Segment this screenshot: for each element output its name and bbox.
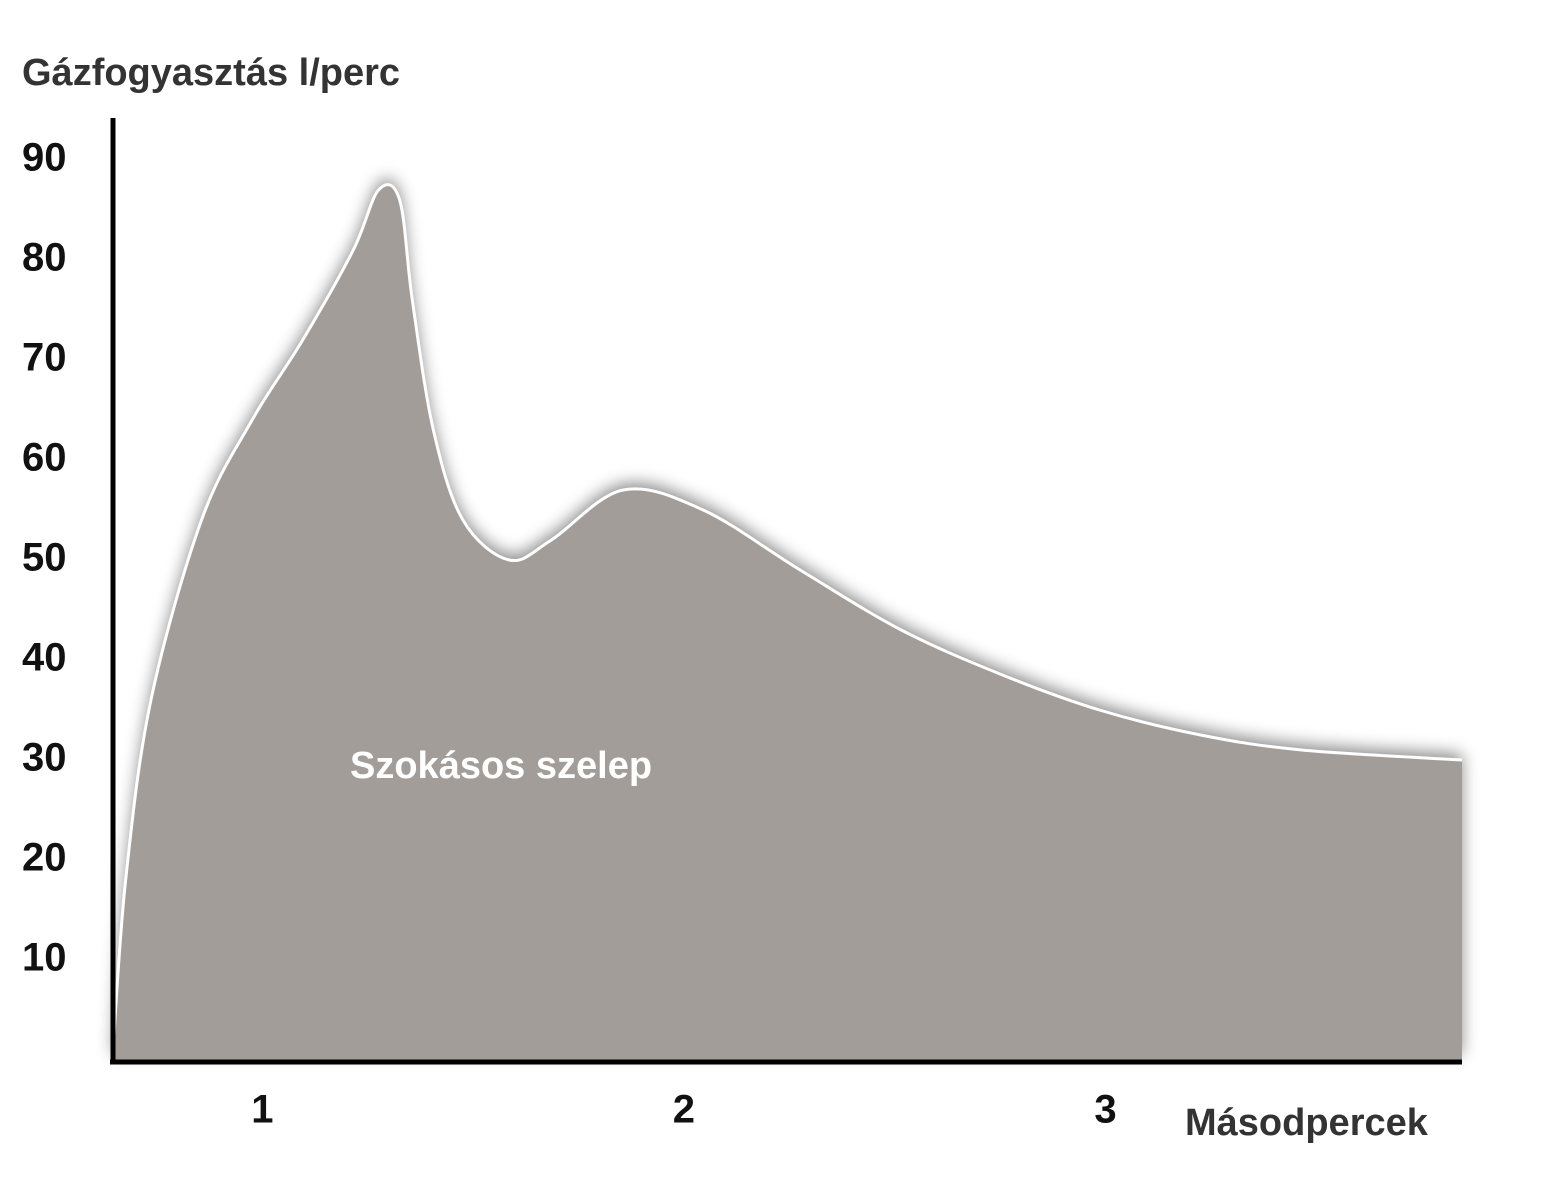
y-tick-label: 40 <box>22 636 67 680</box>
y-tick-label: 20 <box>22 836 67 880</box>
y-tick-label: 10 <box>22 936 67 980</box>
y-tick-label: 80 <box>22 236 67 280</box>
y-tick-label: 30 <box>22 736 67 780</box>
x-axis-label: Másodpercek <box>1185 1102 1429 1144</box>
y-tick-label: 90 <box>22 136 67 180</box>
plot-area <box>111 183 1463 1060</box>
area <box>113 184 1462 1060</box>
annotation: Szokásos szelep <box>350 745 652 787</box>
y-tick-label: 60 <box>22 436 67 480</box>
x-tick-label: 3 <box>1094 1088 1116 1132</box>
y-axis-label: Gázfogyasztás l/perc <box>22 52 400 94</box>
y-tick-label: 70 <box>22 336 67 380</box>
x-tick-label: 1 <box>251 1088 273 1132</box>
area-outline <box>111 183 1463 1051</box>
y-tick-label: 50 <box>22 536 67 580</box>
x-tick-label: 2 <box>673 1088 695 1132</box>
